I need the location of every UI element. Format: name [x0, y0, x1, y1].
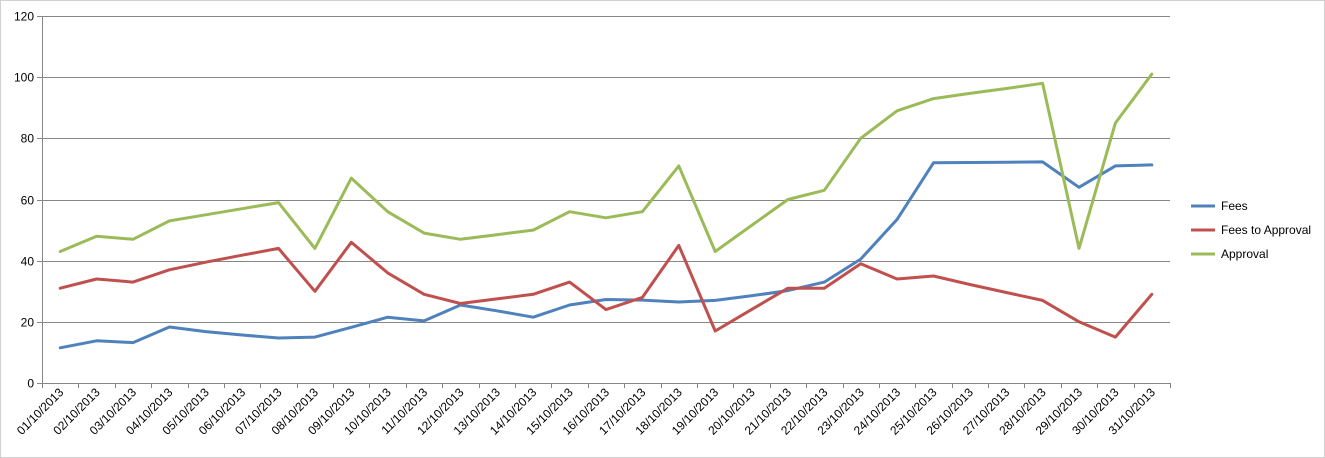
series-line-3	[58, 72, 1154, 253]
series-line-2	[58, 240, 1154, 339]
gridlines	[42, 16, 1170, 323]
legend-label: Fees to Approval	[1221, 223, 1311, 237]
legend-label: Approval	[1221, 247, 1268, 261]
y-tick-label: 40	[21, 255, 35, 269]
series-line-1	[58, 160, 1154, 350]
y-tick-label: 80	[21, 132, 35, 146]
y-tick-label: 60	[21, 194, 35, 208]
y-tick-label: 100	[14, 71, 34, 85]
y-tick-label: 0	[27, 377, 34, 391]
y-tick-label: 20	[21, 316, 35, 330]
series-lines	[58, 72, 1154, 350]
legend-label: Fees	[1221, 199, 1248, 213]
x-axis-tick-labels: 01/10/201302/10/201303/10/201304/10/2013…	[14, 385, 1158, 438]
y-axis-tick-labels: 0 20 40 60 80 100 120	[14, 10, 34, 391]
axes	[37, 16, 1171, 388]
y-tick-label: 120	[14, 10, 34, 24]
legend: Fees Fees to Approval Approval	[1191, 199, 1311, 261]
